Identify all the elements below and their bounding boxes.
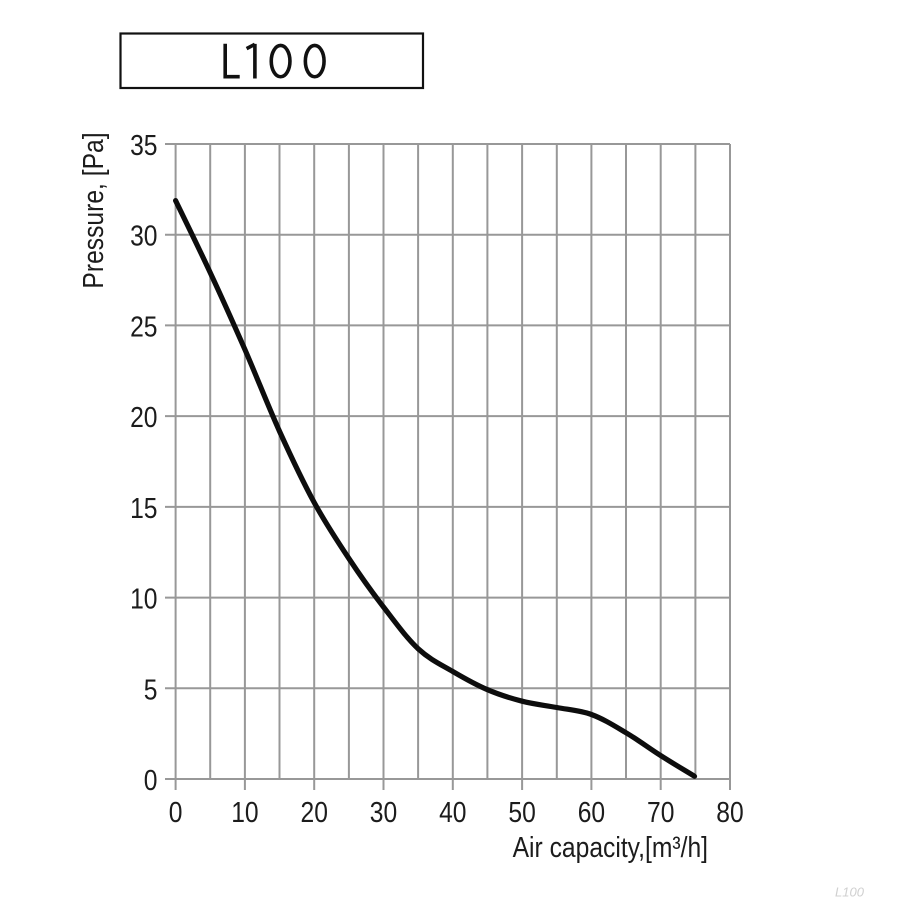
svg-text:10: 10 xyxy=(231,796,258,828)
svg-text:40: 40 xyxy=(439,796,466,828)
svg-text:70: 70 xyxy=(647,796,674,828)
svg-text:30: 30 xyxy=(370,796,397,828)
svg-text:35: 35 xyxy=(130,129,157,161)
svg-text:15: 15 xyxy=(130,492,157,524)
svg-text:Air capacity,[m³/h]: Air capacity,[m³/h] xyxy=(513,831,708,863)
svg-text:L100: L100 xyxy=(835,885,865,900)
svg-text:80: 80 xyxy=(716,796,743,828)
svg-text:Pressure, [Pa]: Pressure, [Pa] xyxy=(77,132,109,288)
svg-text:20: 20 xyxy=(300,796,327,828)
svg-text:30: 30 xyxy=(130,220,157,252)
svg-text:60: 60 xyxy=(578,796,605,828)
svg-text:10: 10 xyxy=(130,583,157,615)
svg-text:0: 0 xyxy=(169,796,183,828)
svg-text:20: 20 xyxy=(130,401,157,433)
svg-text:25: 25 xyxy=(130,311,157,343)
svg-text:50: 50 xyxy=(508,796,535,828)
svg-text:5: 5 xyxy=(144,673,158,705)
svg-text:0: 0 xyxy=(144,764,158,796)
